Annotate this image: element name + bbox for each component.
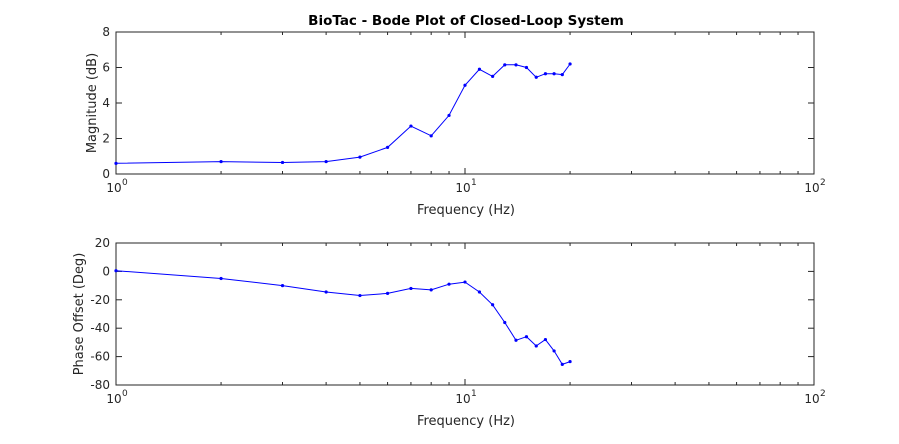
phase-xlabel: Frequency (Hz) — [417, 414, 515, 429]
magnitude-data-point — [568, 62, 572, 66]
phase-data-point — [568, 359, 572, 364]
magnitude-data-point — [385, 145, 390, 149]
phase-data-point — [114, 269, 118, 273]
magnitude-data-point — [358, 155, 362, 159]
magnitude-data-point — [324, 159, 328, 164]
phase-x-tick-exponent: 2 — [820, 389, 826, 399]
phase-data-point — [503, 320, 507, 325]
phase-data-point — [280, 284, 285, 288]
magnitude-x-tick-label: 10 — [455, 181, 470, 195]
magnitude-x-tick-label: 10 — [106, 181, 121, 195]
magnitude-series-line — [115, 63, 571, 164]
phase-y-tick-label: 20 — [95, 236, 110, 250]
phase-plot: Frequency (Hz) Phase Offset (Deg) 10 0 10 1… — [72, 236, 826, 429]
magnitude-data-point — [280, 160, 285, 165]
magnitude-data-point — [524, 65, 529, 70]
magnitude-xlabel: Frequency (Hz) — [417, 203, 515, 218]
magnitude-ylabel: Magnitude (dB) — [85, 53, 100, 153]
phase-x-tick-label: 10 — [804, 392, 819, 406]
magnitude-plot: Frequency (Hz) Magnitude (dB) 10 0 10 1 10 20… — [85, 25, 826, 218]
phase-data-point — [358, 293, 362, 298]
phase-y-tick-label: -80 — [90, 378, 110, 392]
phase-data-point — [524, 335, 529, 339]
phase-data-point — [534, 344, 538, 348]
magnitude-x-tick-exponent: 2 — [820, 178, 826, 188]
phase-data-point — [409, 286, 413, 291]
phase-data-point — [463, 280, 467, 284]
phase-data-point — [491, 303, 495, 307]
phase-x-tick-exponent: 0 — [122, 389, 128, 399]
magnitude-y-tick-label: 2 — [102, 132, 110, 146]
magnitude-data-point — [552, 72, 556, 76]
magnitude-data-point — [534, 75, 538, 79]
magnitude-data-point — [219, 159, 223, 164]
magnitude-data-point — [409, 124, 413, 128]
magnitude-axes-box — [115, 31, 815, 175]
phase-data-point — [514, 338, 518, 342]
phase-x-tick-label: 10 — [455, 392, 470, 406]
phase-data-point — [447, 282, 451, 286]
phase-y-tick-label: -20 — [90, 293, 110, 307]
magnitude-data-point — [477, 67, 482, 71]
phase-data-point — [385, 291, 390, 296]
magnitude-data-point — [543, 72, 548, 76]
magnitude-data-point — [514, 63, 518, 67]
phase-ylabel: Phase Offset (Deg) — [72, 253, 87, 376]
magnitude-x-tick-label: 10 — [804, 181, 819, 195]
phase-x-tick-label: 10 — [106, 392, 121, 406]
phase-data-point — [552, 349, 556, 353]
phase-series-line — [115, 270, 571, 366]
magnitude-data-point — [503, 63, 507, 67]
magnitude-data-point — [560, 73, 564, 77]
phase-y-tick-label: -60 — [90, 350, 110, 364]
phase-data-point — [477, 290, 482, 294]
phase-data-point — [560, 362, 564, 367]
magnitude-x-tick-exponent: 1 — [471, 178, 477, 188]
phase-axes-box — [115, 242, 815, 386]
magnitude-y-tick-label: 0 — [102, 167, 110, 181]
magnitude-data-point — [429, 134, 433, 138]
magnitude-y-tick-label: 4 — [102, 96, 110, 110]
phase-y-tick-label: -40 — [90, 321, 110, 335]
magnitude-y-tick-label: 6 — [102, 61, 110, 75]
magnitude-data-point — [447, 113, 451, 118]
magnitude-data-point — [114, 161, 118, 165]
chart-title: BioTac - Bode Plot of Closed-Loop System — [308, 13, 624, 29]
magnitude-y-tick-label: 8 — [102, 25, 110, 39]
phase-y-tick-label: 0 — [102, 264, 110, 278]
magnitude-data-point — [491, 74, 495, 78]
phase-data-point — [219, 276, 223, 281]
phase-data-point — [543, 337, 548, 342]
magnitude-x-tick-exponent: 0 — [122, 178, 128, 188]
phase-data-point — [429, 288, 433, 292]
magnitude-data-point — [463, 83, 467, 87]
phase-x-tick-exponent: 1 — [471, 389, 477, 399]
phase-data-point — [324, 290, 328, 294]
